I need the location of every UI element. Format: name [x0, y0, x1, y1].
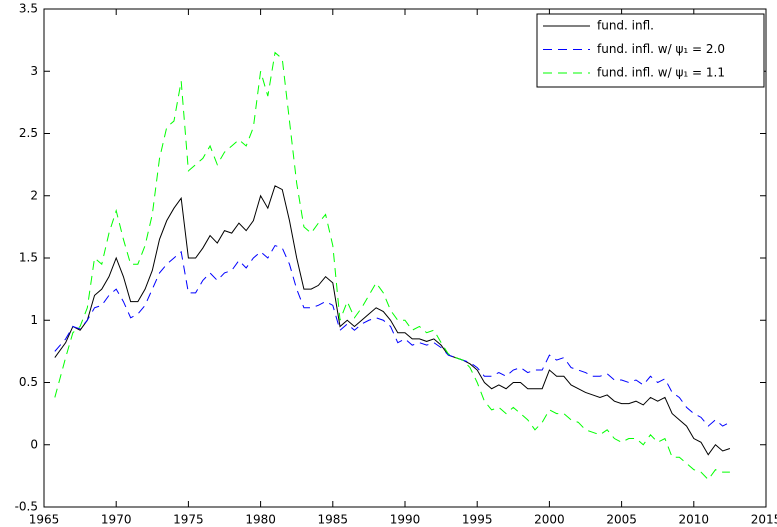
y-tick-label: 1.5	[19, 251, 38, 265]
y-tick-label: 0	[30, 437, 38, 451]
x-tick-label: 1970	[101, 513, 132, 527]
y-tick-label: 1	[30, 313, 38, 327]
legend-label: fund. infl. w/ ψ₁ = 2.0	[597, 42, 725, 56]
x-tick-label: 2010	[679, 513, 710, 527]
plot-area	[43, 8, 767, 508]
x-tick-label: 1980	[245, 513, 276, 527]
series-line	[54, 185, 731, 456]
y-tick-label: 0.5	[19, 375, 38, 389]
y-tick-label: 3.5	[19, 2, 38, 16]
x-tick-label: 1995	[462, 513, 493, 527]
series-line	[54, 51, 730, 481]
x-tick-label: 1990	[390, 513, 421, 527]
y-tick-label: 2.5	[19, 126, 38, 140]
x-tick-label: 2005	[606, 513, 637, 527]
legend-label: fund. infl.	[597, 19, 654, 33]
series-line	[54, 244, 731, 427]
y-tick-label: 2	[30, 188, 38, 202]
y-tick-label: 3	[30, 64, 38, 78]
x-tick-label: 1965	[29, 513, 60, 527]
legend-label: fund. infl. w/ ψ₁ = 1.1	[597, 66, 725, 80]
x-tick-label: 2000	[534, 513, 565, 527]
x-tick-label: 1985	[318, 513, 349, 527]
x-tick-label: 2015	[751, 513, 777, 527]
x-tick-label: 1975	[173, 513, 204, 527]
y-tick-label: -0.5	[15, 500, 38, 514]
